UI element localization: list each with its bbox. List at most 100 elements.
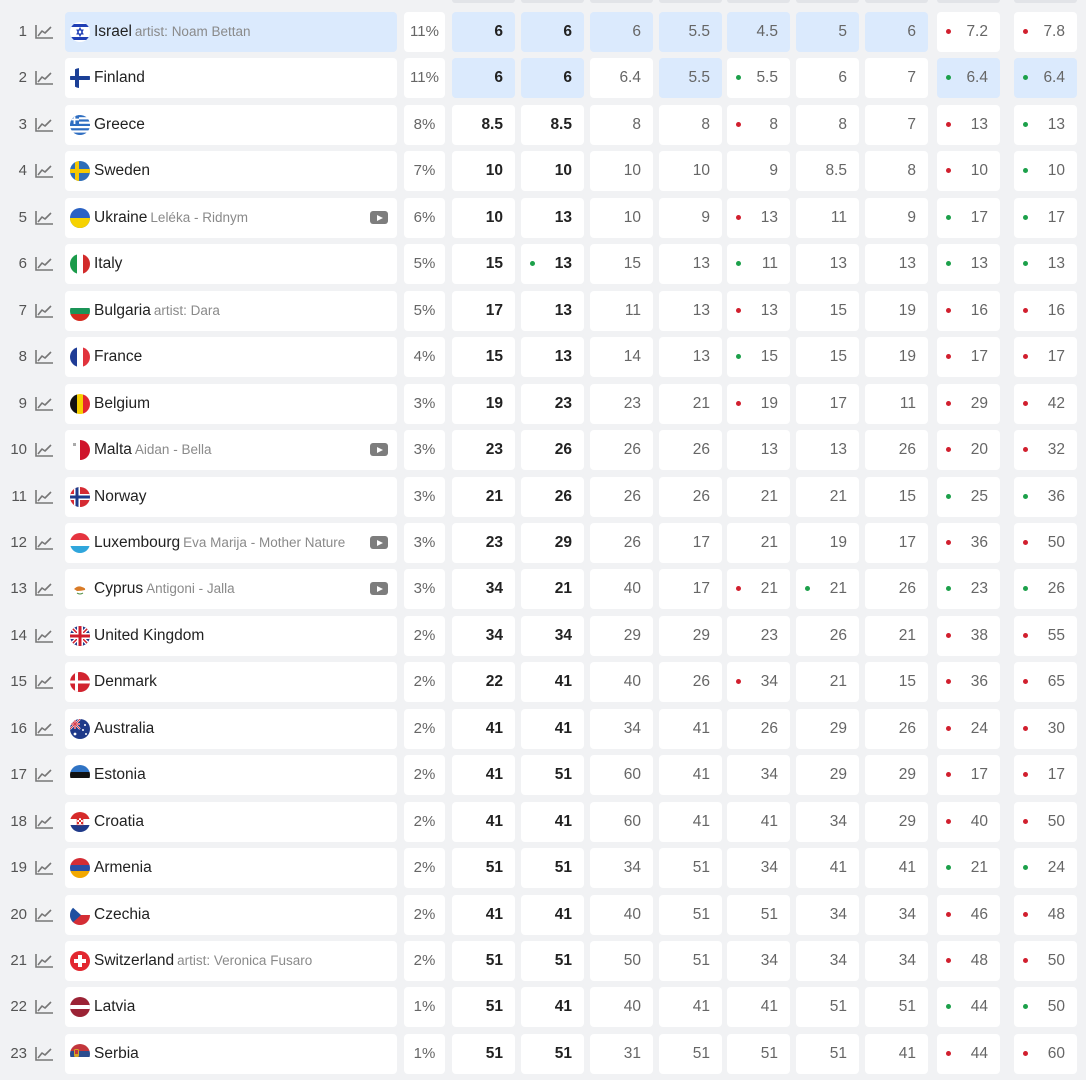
odds-cell[interactable]: 30 (1014, 709, 1077, 749)
odds-cell[interactable]: 51 (659, 848, 722, 888)
odds-cell[interactable]: 9 (659, 198, 722, 238)
odds-cell[interactable]: 41 (521, 802, 584, 842)
odds-cell[interactable]: 13 (727, 291, 790, 331)
odds-cell[interactable]: 8.5 (796, 151, 859, 191)
odds-cell[interactable]: 16 (1014, 291, 1077, 331)
odds-cell[interactable]: 15 (865, 662, 928, 702)
odds-cell[interactable]: 51 (521, 1034, 584, 1074)
odds-cell[interactable]: 41 (452, 755, 515, 795)
trend-chart-icon[interactable] (33, 534, 55, 552)
odds-cell[interactable]: 36 (937, 523, 1000, 563)
trend-chart-icon[interactable] (33, 209, 55, 227)
odds-cell[interactable]: 41 (659, 755, 722, 795)
odds-cell[interactable]: 21 (659, 384, 722, 424)
odds-cell[interactable]: 41 (521, 709, 584, 749)
odds-cell[interactable]: 51 (865, 987, 928, 1027)
odds-cell[interactable]: 15 (452, 244, 515, 284)
odds-cell[interactable]: 51 (796, 1034, 859, 1074)
odds-cell[interactable]: 26 (659, 430, 722, 470)
video-icon[interactable] (370, 536, 388, 549)
odds-cell[interactable]: 5.5 (659, 12, 722, 52)
odds-cell[interactable]: 34 (452, 569, 515, 609)
odds-cell[interactable]: 11 (796, 198, 859, 238)
trend-chart-icon[interactable] (33, 952, 55, 970)
odds-cell[interactable]: 19 (452, 384, 515, 424)
odds-cell[interactable]: 51 (796, 987, 859, 1027)
odds-cell[interactable]: 26 (590, 477, 653, 517)
odds-cell[interactable]: 17 (659, 569, 722, 609)
odds-cell[interactable]: 10 (590, 198, 653, 238)
odds-cell[interactable]: 29 (937, 384, 1000, 424)
odds-cell[interactable]: 17 (865, 523, 928, 563)
odds-cell[interactable]: 8 (796, 105, 859, 145)
odds-cell[interactable]: 8.5 (452, 105, 515, 145)
odds-cell[interactable]: 34 (727, 941, 790, 981)
odds-cell[interactable]: 13 (1014, 105, 1077, 145)
odds-cell[interactable]: 21 (796, 477, 859, 517)
video-icon[interactable] (370, 443, 388, 456)
odds-cell[interactable]: 15 (796, 291, 859, 331)
odds-cell[interactable]: 51 (659, 895, 722, 935)
odds-cell[interactable]: 26 (659, 477, 722, 517)
country-cell[interactable]: Cyprus Antigoni - Jalla (65, 569, 397, 609)
odds-cell[interactable]: 25 (937, 477, 1000, 517)
odds-cell[interactable]: 8 (865, 151, 928, 191)
odds-cell[interactable]: 26 (865, 569, 928, 609)
odds-cell[interactable]: 50 (1014, 941, 1077, 981)
odds-cell[interactable]: 41 (659, 709, 722, 749)
odds-cell[interactable]: 51 (452, 848, 515, 888)
odds-cell[interactable]: 26 (590, 523, 653, 563)
odds-cell[interactable]: 19 (796, 523, 859, 563)
odds-cell[interactable]: 17 (1014, 198, 1077, 238)
country-cell[interactable]: Australia (65, 709, 397, 749)
trend-chart-icon[interactable] (33, 395, 55, 413)
odds-cell[interactable]: 21 (937, 848, 1000, 888)
odds-cell[interactable]: 55 (1014, 616, 1077, 656)
trend-chart-icon[interactable] (33, 69, 55, 87)
odds-cell[interactable]: 21 (452, 477, 515, 517)
odds-cell[interactable]: 6 (796, 58, 859, 98)
odds-cell[interactable]: 6 (452, 12, 515, 52)
odds-cell[interactable]: 29 (521, 523, 584, 563)
odds-cell[interactable]: 34 (452, 616, 515, 656)
odds-cell[interactable]: 19 (727, 384, 790, 424)
odds-cell[interactable]: 21 (796, 662, 859, 702)
trend-chart-icon[interactable] (33, 348, 55, 366)
trend-chart-icon[interactable] (33, 859, 55, 877)
odds-cell[interactable]: 34 (796, 895, 859, 935)
country-cell[interactable]: Greece (65, 105, 397, 145)
odds-cell[interactable]: 13 (865, 244, 928, 284)
odds-cell[interactable]: 10 (452, 151, 515, 191)
odds-cell[interactable]: 40 (590, 895, 653, 935)
odds-cell[interactable]: 38 (937, 616, 1000, 656)
odds-cell[interactable]: 51 (521, 848, 584, 888)
odds-cell[interactable]: 51 (521, 941, 584, 981)
odds-cell[interactable]: 7 (865, 58, 928, 98)
trend-chart-icon[interactable] (33, 998, 55, 1016)
trend-chart-icon[interactable] (33, 23, 55, 41)
trend-chart-icon[interactable] (33, 441, 55, 459)
odds-cell[interactable]: 23 (452, 523, 515, 563)
odds-cell[interactable]: 60 (590, 802, 653, 842)
odds-cell[interactable]: 51 (659, 1034, 722, 1074)
odds-cell[interactable]: 29 (659, 616, 722, 656)
odds-cell[interactable]: 17 (452, 291, 515, 331)
country-cell[interactable]: Armenia (65, 848, 397, 888)
odds-cell[interactable]: 41 (865, 848, 928, 888)
odds-cell[interactable]: 13 (659, 337, 722, 377)
odds-cell[interactable]: 6.4 (937, 58, 1000, 98)
odds-cell[interactable]: 50 (590, 941, 653, 981)
odds-cell[interactable]: 41 (865, 1034, 928, 1074)
odds-cell[interactable]: 13 (521, 337, 584, 377)
odds-cell[interactable]: 41 (452, 802, 515, 842)
odds-cell[interactable]: 41 (659, 987, 722, 1027)
country-cell[interactable]: Croatia (65, 802, 397, 842)
country-cell[interactable]: Czechia (65, 895, 397, 935)
odds-cell[interactable]: 48 (1014, 895, 1077, 935)
odds-cell[interactable]: 13 (937, 244, 1000, 284)
trend-chart-icon[interactable] (33, 116, 55, 134)
odds-cell[interactable]: 15 (796, 337, 859, 377)
country-cell[interactable]: United Kingdom (65, 616, 397, 656)
country-cell[interactable]: Latvia (65, 987, 397, 1027)
odds-cell[interactable]: 10 (452, 198, 515, 238)
